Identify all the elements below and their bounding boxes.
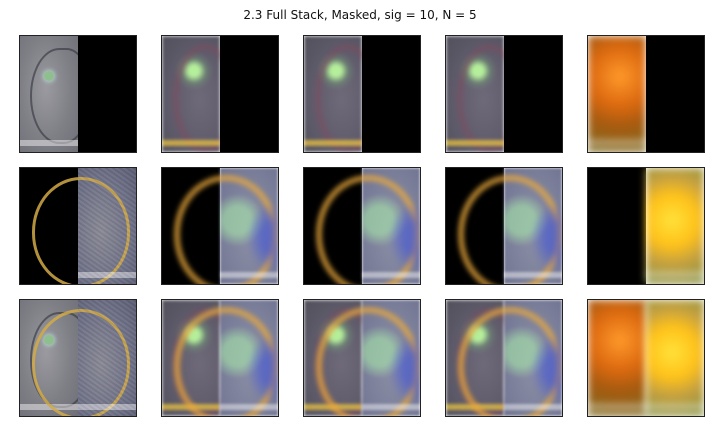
shelf-edge [588,140,646,146]
panel-right-half [362,300,420,416]
panel-right-half [362,168,420,284]
panel-right-half [31,300,136,416]
shelf-edge [162,140,220,146]
shelf-edge [646,272,704,278]
shelf-edge [220,272,278,278]
shelf-edge [504,404,562,410]
panel-right-half [504,300,562,416]
panel-right-half [646,300,704,416]
panel-right-half [504,36,562,152]
panel-r3-c1 [19,299,137,417]
panel-r1-c3 [303,35,421,153]
panel-r2-c4 [445,167,563,285]
panel-r2-c2 [161,167,279,285]
panel-left-half [588,300,646,416]
panel-right-half [646,168,704,284]
panel-r1-c5 [587,35,705,153]
panel-right-half [220,168,278,284]
shelf-edge [78,272,136,278]
panel-right-half [78,36,136,152]
shelf-edge [20,140,78,146]
panel-r1-c1 [19,35,137,153]
shelf-edge [362,272,420,278]
shelf-edge [304,140,362,146]
panel-r2-c5 [587,167,705,285]
panel-left-half [20,36,90,152]
shelf-edge [78,404,136,410]
panel-left-half [162,36,220,152]
panel-left-half [588,168,646,284]
panel-right-half [646,36,704,152]
panel-r1-c4 [445,35,563,153]
panel-left-half [588,36,646,152]
panel-right-half [220,36,278,152]
panel-r3-c2 [161,299,279,417]
panel-right-half [362,36,420,152]
panel-r1-c2 [161,35,279,153]
panel-r3-c3 [303,299,421,417]
figure-title: 2.3 Full Stack, Masked, sig = 10, N = 5 [243,8,477,22]
panel-r3-c4 [445,299,563,417]
shelf-edge [588,404,646,410]
shelf-edge [646,404,704,410]
panel-left-half [304,36,362,152]
shelf-edge [504,272,562,278]
panel-r2-c1 [19,167,137,285]
panel-left-half [446,36,504,152]
panel-right-half [220,300,278,416]
panel-right-half [31,168,136,284]
panel-right-half [504,168,562,284]
panel-r3-c5 [587,299,705,417]
shelf-edge [446,140,504,146]
shelf-edge [220,404,278,410]
panel-r2-c3 [303,167,421,285]
shelf-edge [362,404,420,410]
